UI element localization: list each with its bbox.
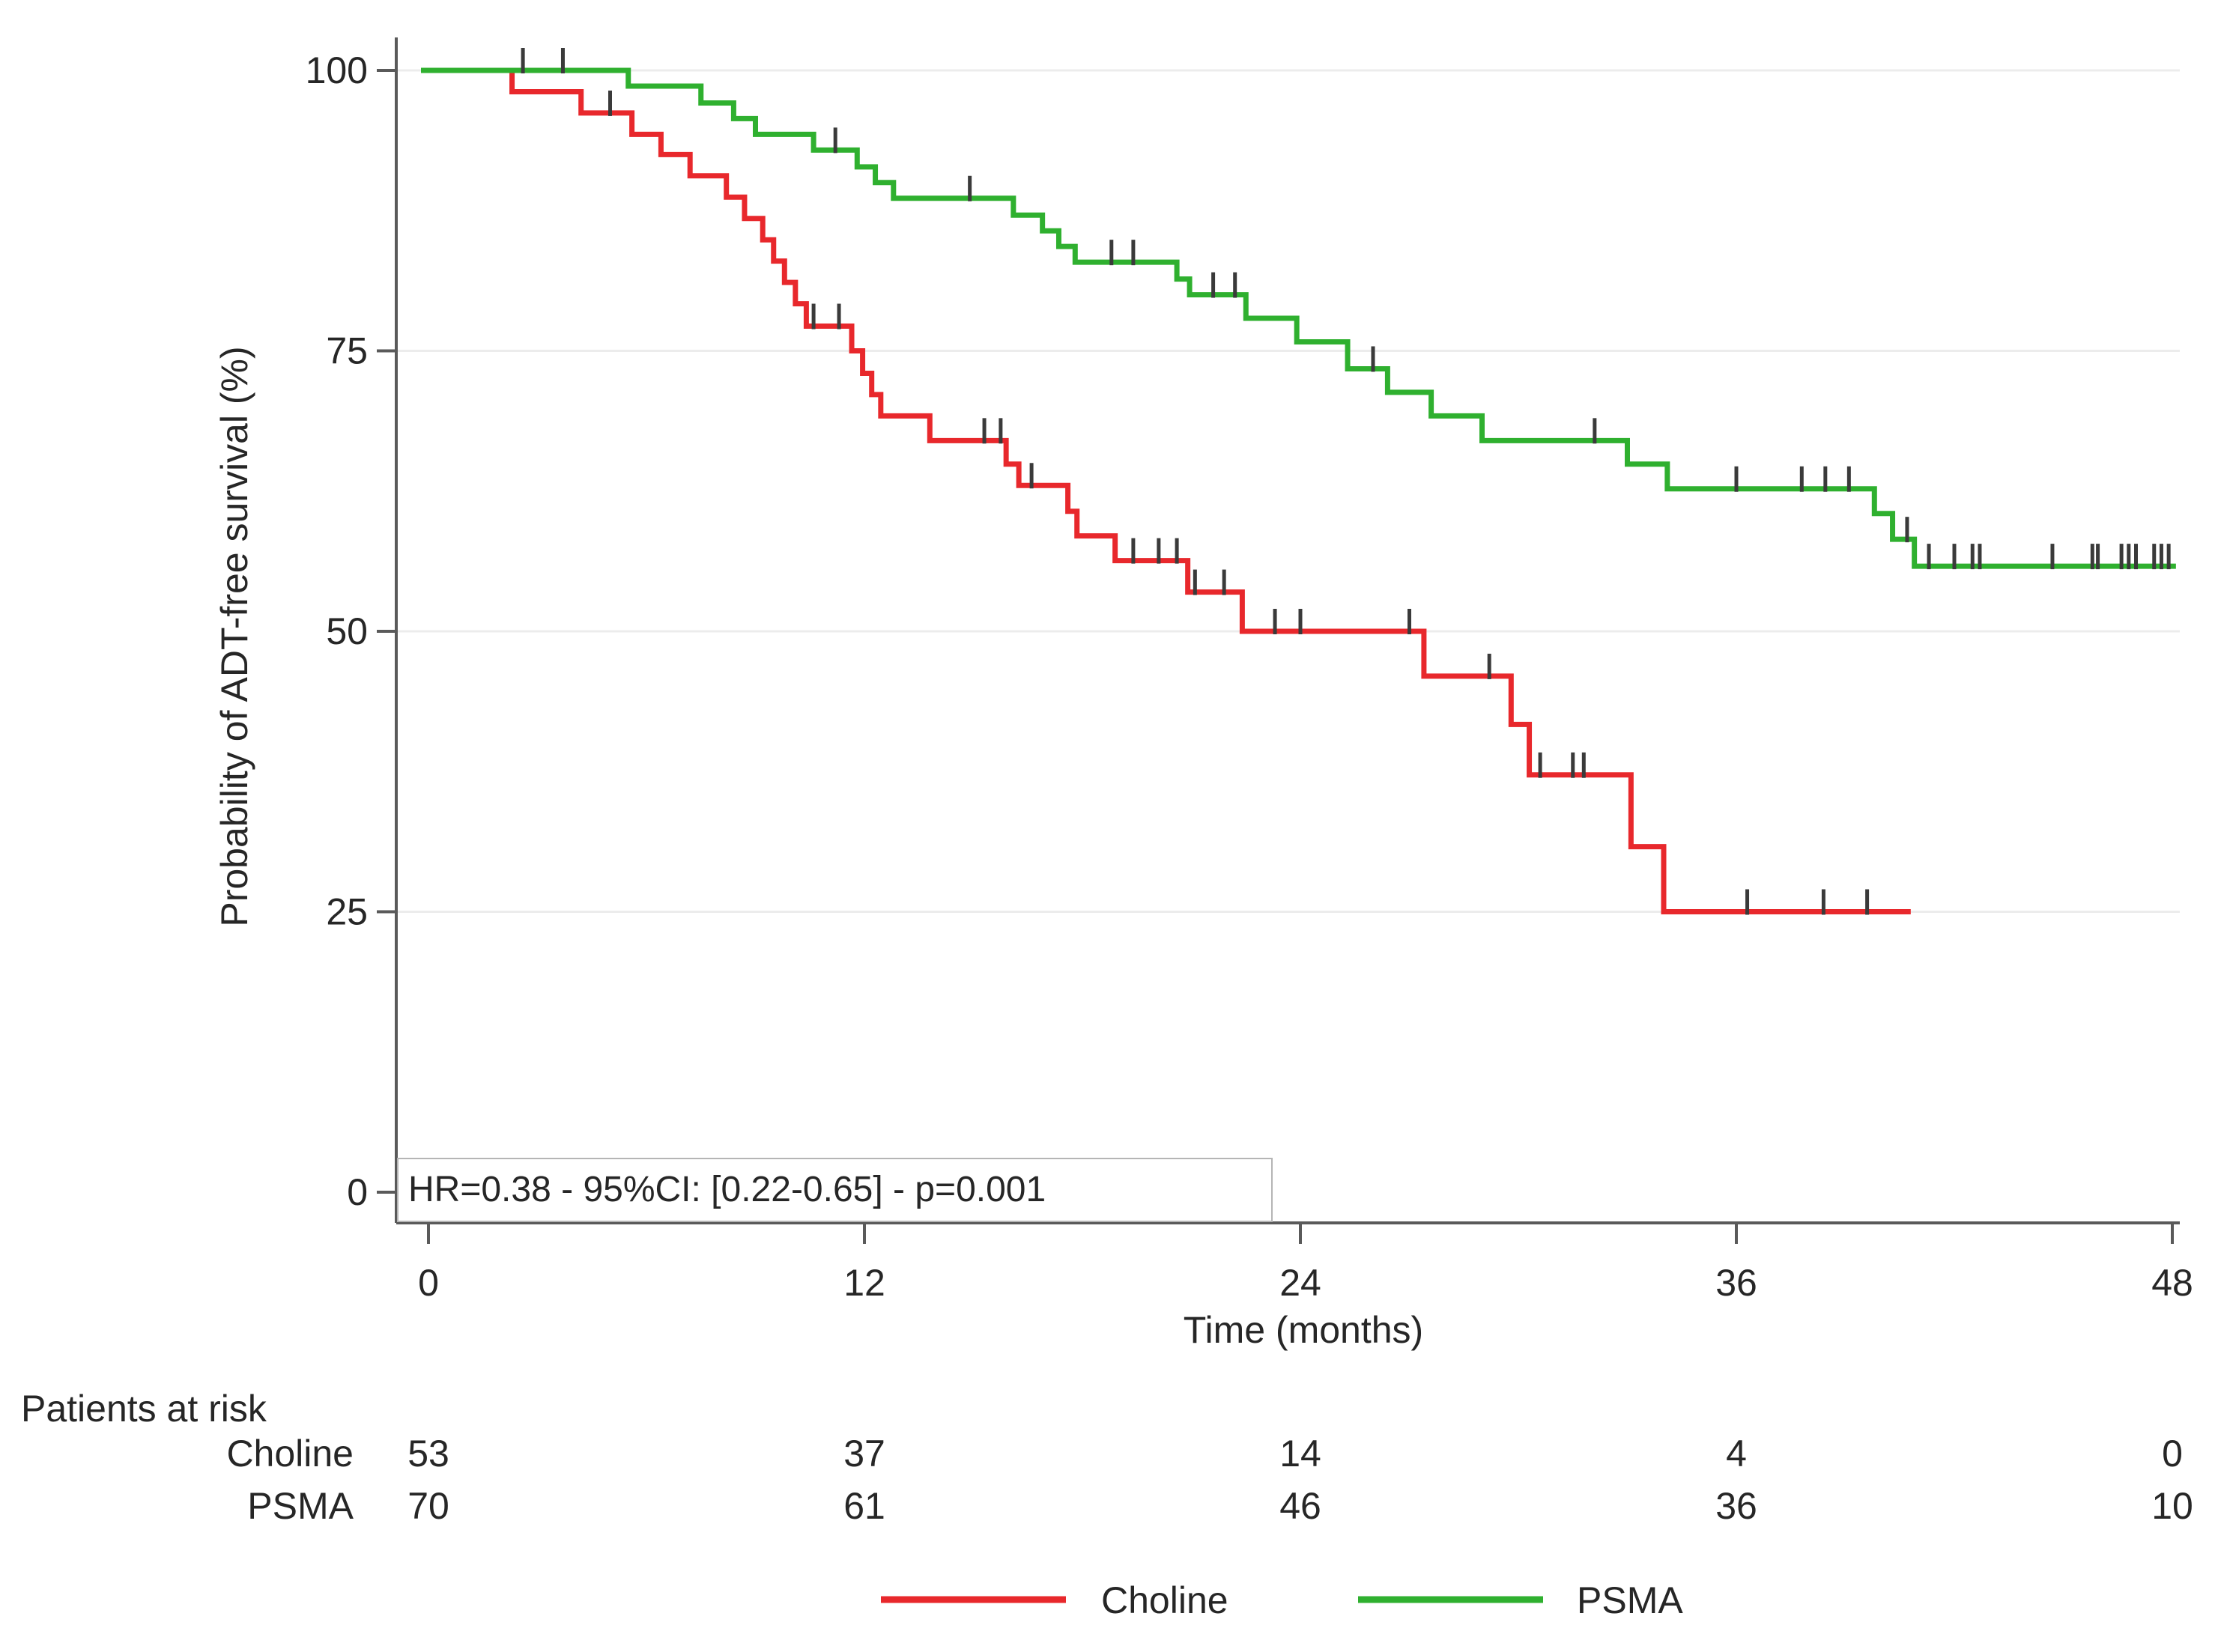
risk-count-choline-36: 4 [1726, 1433, 1747, 1475]
x-tick-label-24: 24 [1279, 1262, 1321, 1304]
y-tick-label-75: 75 [326, 330, 368, 372]
tick-labels: 100 75 50 25 0 0 12 24 36 48 [306, 49, 2193, 1304]
x-tick-label-12: 12 [843, 1262, 885, 1304]
y-tick-label-50: 50 [326, 610, 368, 652]
y-tick-label-0: 0 [347, 1171, 368, 1213]
hazard-ratio-annotation: HR=0.38 - 95%CI: [0.22-0.65] - p=0.001 [408, 1170, 1046, 1209]
y-tick-label-25: 25 [326, 891, 368, 933]
hazard-ratio-annotation-box [397, 1158, 1273, 1222]
risk-row-label-psma: PSMA [247, 1485, 354, 1527]
risk-counts: 53 37 14 4 0 70 61 46 36 10 [407, 1433, 2193, 1527]
risk-count-psma-36: 36 [1715, 1485, 1757, 1527]
x-tick-label-48: 48 [2151, 1262, 2193, 1304]
gridlines [396, 69, 2180, 913]
x-tick-label-0: 0 [418, 1262, 439, 1304]
risk-table-title: Patients at risk [21, 1388, 267, 1430]
km-curve-choline [421, 67, 1911, 914]
legend: Choline PSMA [881, 1579, 1683, 1621]
x-tick-label-36: 36 [1715, 1262, 1757, 1304]
y-tick-label-100: 100 [306, 49, 368, 91]
risk-count-choline-12: 37 [843, 1433, 885, 1475]
risk-count-choline-24: 14 [1279, 1433, 1321, 1475]
axes [377, 37, 2180, 1244]
survival-curves [421, 67, 2176, 914]
risk-row-label-choline: Choline [226, 1433, 354, 1475]
km-curve-psma [421, 67, 2176, 569]
risk-count-psma-12: 61 [843, 1485, 885, 1527]
legend-label-choline: Choline [1101, 1579, 1228, 1621]
risk-count-psma-48: 10 [2151, 1485, 2193, 1527]
risk-count-choline-0: 53 [407, 1433, 449, 1475]
y-axis-title: Probability of ADT-free survival (%) [213, 346, 255, 926]
risk-count-choline-48: 0 [2162, 1433, 2183, 1475]
legend-label-psma: PSMA [1577, 1579, 1683, 1621]
x-axis-title: Time (months) [1184, 1309, 1423, 1351]
censor-ticks [521, 48, 2171, 915]
risk-count-psma-24: 46 [1279, 1485, 1321, 1527]
risk-count-psma-0: 70 [407, 1485, 449, 1527]
